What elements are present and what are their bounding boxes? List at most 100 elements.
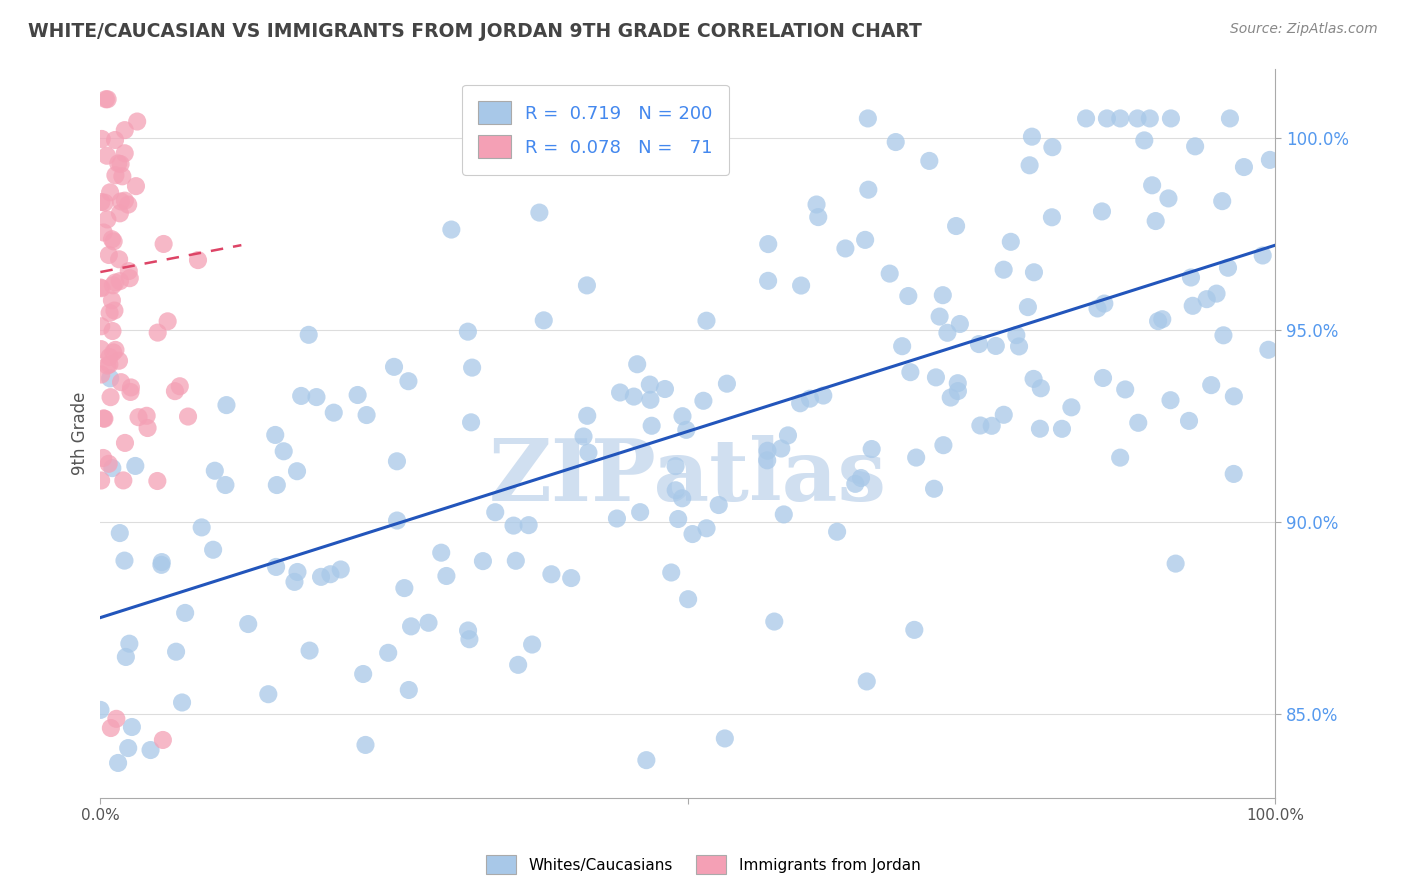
Point xyxy=(266,478,288,492)
Point xyxy=(540,567,562,582)
Point xyxy=(1195,292,1218,306)
Point xyxy=(190,520,212,534)
Point xyxy=(533,313,555,327)
Point xyxy=(695,314,717,328)
Point xyxy=(329,562,352,576)
Point xyxy=(107,156,129,170)
Point xyxy=(264,428,287,442)
Point xyxy=(108,274,131,288)
Legend: R =  0.719   N = 200, R =  0.078   N =   71: R = 0.719 N = 200, R = 0.078 N = 71 xyxy=(463,85,728,175)
Point xyxy=(377,646,399,660)
Point xyxy=(1147,314,1170,328)
Point xyxy=(114,553,136,567)
Point xyxy=(169,379,191,393)
Point xyxy=(665,459,688,474)
Point xyxy=(993,408,1015,422)
Point xyxy=(640,392,662,407)
Point xyxy=(460,415,482,429)
Point xyxy=(1216,260,1239,275)
Point xyxy=(187,253,209,268)
Point xyxy=(170,696,193,710)
Point xyxy=(97,457,120,471)
Point xyxy=(273,444,295,458)
Point xyxy=(671,491,693,506)
Point xyxy=(1128,416,1150,430)
Point xyxy=(1133,133,1156,147)
Point xyxy=(110,375,132,389)
Point xyxy=(756,237,779,252)
Point xyxy=(1140,178,1163,193)
Point xyxy=(849,471,872,485)
Point xyxy=(1005,328,1028,343)
Point xyxy=(128,410,150,425)
Point xyxy=(1157,191,1180,205)
Point xyxy=(100,390,122,404)
Point xyxy=(572,429,595,443)
Point xyxy=(936,326,959,340)
Point xyxy=(152,237,174,252)
Point xyxy=(108,252,131,267)
Point xyxy=(214,478,236,492)
Point xyxy=(382,359,405,374)
Point xyxy=(257,687,280,701)
Point xyxy=(654,382,676,396)
Point xyxy=(107,756,129,770)
Point xyxy=(202,542,225,557)
Point xyxy=(396,374,419,388)
Point xyxy=(879,267,901,281)
Point xyxy=(606,511,628,525)
Point xyxy=(1205,286,1227,301)
Point xyxy=(93,411,115,425)
Point xyxy=(502,518,524,533)
Point xyxy=(638,377,661,392)
Point xyxy=(165,645,187,659)
Point xyxy=(853,233,876,247)
Text: Source: ZipAtlas.com: Source: ZipAtlas.com xyxy=(1230,22,1378,37)
Point xyxy=(1022,372,1045,386)
Point xyxy=(1211,194,1233,209)
Point xyxy=(1109,450,1132,465)
Point xyxy=(1199,378,1222,392)
Point xyxy=(398,683,420,698)
Point xyxy=(1180,270,1202,285)
Point xyxy=(104,133,127,147)
Point xyxy=(993,262,1015,277)
Point xyxy=(932,288,955,302)
Point xyxy=(666,512,689,526)
Point xyxy=(860,442,883,456)
Point xyxy=(118,271,141,285)
Point xyxy=(110,157,132,171)
Point xyxy=(90,281,112,295)
Point xyxy=(150,558,173,572)
Point xyxy=(517,518,540,533)
Point xyxy=(799,392,821,406)
Point xyxy=(696,521,718,535)
Point xyxy=(89,703,111,717)
Point xyxy=(1040,211,1063,225)
Point xyxy=(578,445,600,459)
Point xyxy=(436,569,458,583)
Point xyxy=(461,360,484,375)
Point xyxy=(772,508,794,522)
Point xyxy=(508,657,530,672)
Point xyxy=(103,303,125,318)
Point xyxy=(91,450,114,465)
Point xyxy=(1223,389,1246,403)
Point xyxy=(322,406,344,420)
Point xyxy=(756,453,779,467)
Point xyxy=(1258,153,1281,167)
Point xyxy=(103,345,125,359)
Point xyxy=(283,574,305,589)
Point xyxy=(898,365,921,379)
Point xyxy=(1029,422,1052,436)
Legend: Whites/Caucasians, Immigrants from Jordan: Whites/Caucasians, Immigrants from Jorda… xyxy=(479,849,927,880)
Point xyxy=(671,409,693,424)
Point xyxy=(1152,312,1174,326)
Point xyxy=(114,123,136,137)
Point xyxy=(98,371,121,385)
Point xyxy=(125,179,148,194)
Point xyxy=(1178,414,1201,428)
Point xyxy=(529,205,551,219)
Point xyxy=(114,146,136,161)
Point xyxy=(834,242,856,256)
